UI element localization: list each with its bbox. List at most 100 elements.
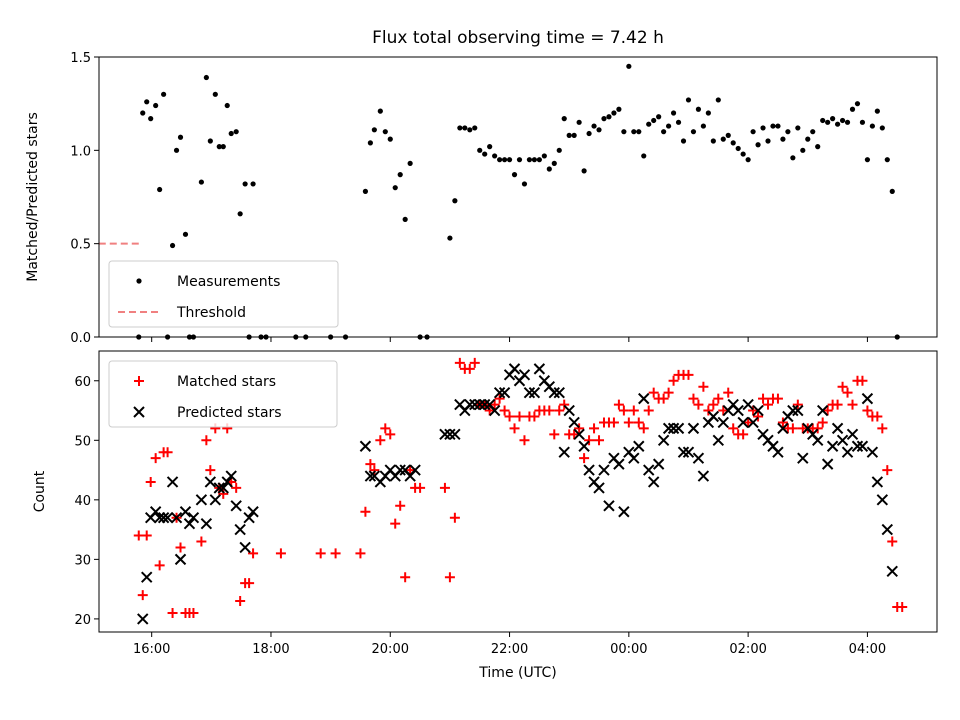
data-point	[469, 398, 481, 411]
data-point	[777, 422, 789, 435]
data-point	[509, 423, 520, 434]
data-point	[708, 399, 719, 410]
y-tick-label: 30	[74, 553, 91, 568]
data-point	[695, 106, 702, 112]
y-axis-label: Count	[32, 470, 48, 512]
data-point	[747, 416, 759, 429]
data-point	[743, 417, 754, 428]
data-point	[745, 157, 751, 163]
data-point	[407, 160, 413, 166]
data-point	[573, 428, 585, 441]
data-point	[140, 110, 146, 116]
data-point	[526, 157, 533, 163]
data-point	[730, 140, 736, 146]
data-point	[723, 387, 734, 398]
axes-frame	[98, 56, 938, 338]
data-point	[497, 157, 503, 163]
data-point	[897, 601, 908, 612]
data-point	[162, 447, 173, 458]
data-point	[377, 108, 383, 114]
data-point	[606, 114, 612, 120]
data-point	[792, 399, 803, 410]
data-point	[586, 130, 592, 137]
series-matched-stars	[133, 357, 908, 618]
data-point	[750, 129, 756, 135]
y-tick-label: 40	[74, 494, 91, 509]
x-tick-label: 22:00	[491, 642, 528, 657]
data-point	[224, 102, 230, 109]
data-point	[174, 553, 187, 566]
data-point	[846, 428, 859, 441]
data-point	[558, 446, 570, 458]
data-point	[861, 392, 874, 405]
data-point	[397, 172, 403, 178]
data-point	[646, 121, 652, 127]
data-point	[817, 417, 828, 428]
data-point	[548, 386, 560, 399]
data-point	[508, 363, 521, 375]
data-point	[167, 607, 178, 618]
data-point	[581, 168, 587, 174]
data-point	[364, 470, 377, 482]
data-point	[758, 393, 769, 404]
data-point	[365, 459, 376, 470]
data-point	[519, 435, 530, 446]
data-point	[518, 369, 531, 381]
data-point	[362, 188, 369, 194]
data-point	[506, 157, 513, 163]
data-point	[737, 416, 749, 429]
data-point	[623, 417, 634, 428]
data-point	[415, 482, 426, 493]
data-point	[821, 458, 834, 470]
data-point	[230, 500, 242, 512]
legend: Matched stars Predicted stars	[108, 360, 338, 428]
data-point	[235, 596, 246, 607]
data-point	[690, 129, 697, 135]
data-point	[315, 548, 326, 559]
data-point	[544, 405, 555, 416]
data-point	[760, 125, 766, 131]
data-point	[209, 494, 222, 506]
data-point	[546, 166, 552, 172]
data-point	[212, 91, 218, 97]
axes-frame	[98, 350, 938, 633]
data-point	[682, 446, 695, 458]
y-tick-label: 1.0	[70, 144, 91, 159]
data-point	[541, 153, 547, 159]
panel-counts: 16:00 18:00 20:00 22:00 00:00 02:00 04:00 20 30 4…	[32, 350, 938, 681]
data-point	[449, 428, 461, 441]
data-point	[872, 411, 883, 422]
data-point	[748, 405, 759, 416]
x-axis-label: Time (UTC)	[478, 665, 556, 681]
data-point	[571, 132, 577, 138]
data-point	[884, 157, 890, 163]
data-point	[812, 423, 823, 434]
data-point	[462, 125, 468, 131]
data-point	[551, 160, 557, 166]
data-point	[493, 386, 506, 399]
data-point	[618, 506, 630, 518]
data-point	[693, 399, 704, 410]
data-point	[275, 548, 286, 559]
x-tick-label: 20:00	[372, 642, 409, 657]
data-point	[574, 423, 585, 434]
plot-marks	[133, 357, 908, 625]
data-point	[220, 144, 226, 150]
data-point	[652, 458, 665, 470]
data-point	[732, 404, 744, 417]
data-point	[834, 121, 841, 127]
data-point	[355, 548, 366, 559]
series-measurements	[136, 63, 900, 340]
data-point	[697, 470, 710, 482]
data-point	[203, 74, 209, 81]
data-point	[371, 127, 377, 133]
data-point	[882, 465, 893, 476]
y-tick-label: 60	[74, 375, 91, 390]
data-point	[380, 423, 391, 434]
data-point	[141, 571, 153, 583]
legend: Measurements Threshold	[108, 260, 339, 328]
data-point	[812, 434, 824, 447]
data-point	[643, 464, 655, 476]
data-point	[233, 129, 239, 135]
data-point	[666, 123, 672, 129]
